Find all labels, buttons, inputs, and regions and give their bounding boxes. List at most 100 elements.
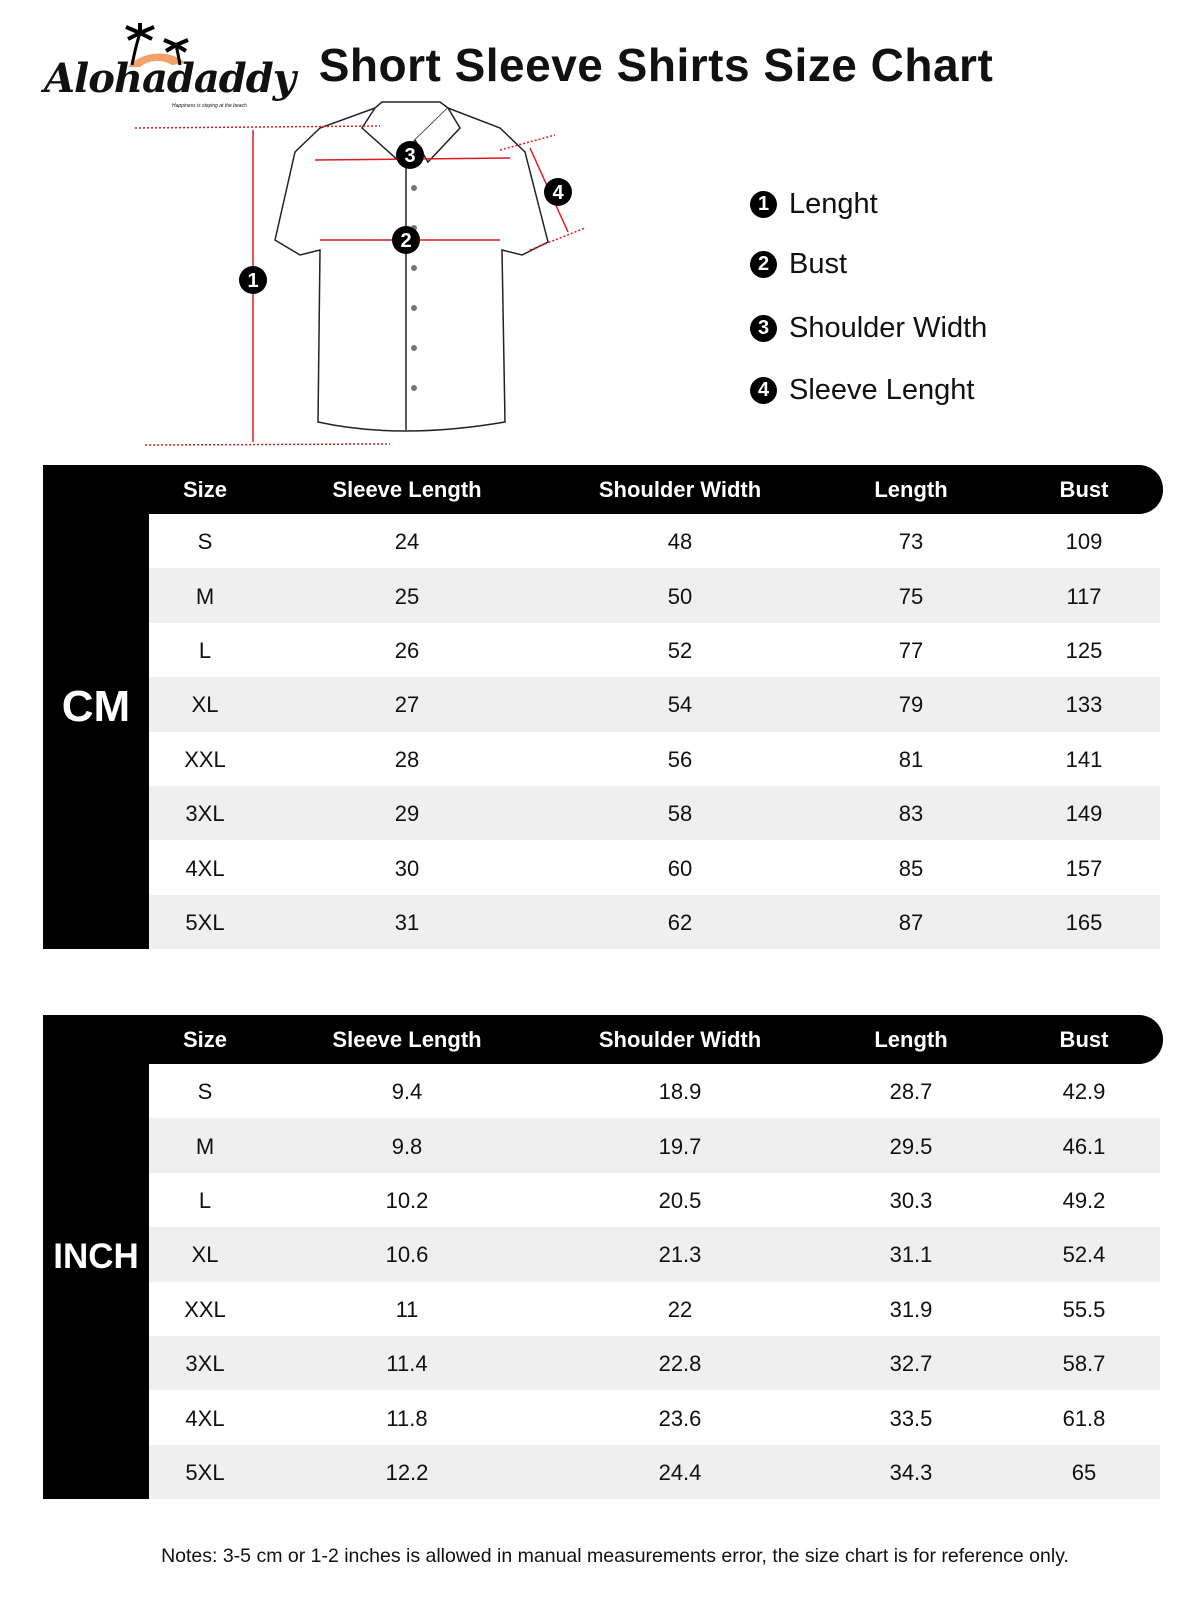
table-row: M 9.8 19.7 29.5 46.1 — [149, 1118, 1160, 1173]
table-cell: 133 — [1065, 692, 1103, 718]
legend-item: 4 Sleeve Lenght — [750, 374, 974, 407]
marker-3 — [396, 141, 424, 169]
column-header: Size — [182, 1027, 228, 1052]
legend-item: 2 Bust — [750, 248, 847, 281]
column-header: Sleeve Length — [332, 1027, 482, 1052]
table-cell: 141 — [1065, 746, 1103, 772]
column-header: Sleeve Length — [332, 477, 482, 502]
table-row: XXL 11 22 31.9 55.5 — [149, 1282, 1160, 1336]
table-row: XL 27 54 79 133 — [149, 677, 1160, 732]
legend-number: 3 — [750, 315, 777, 342]
table-cell: M — [195, 583, 215, 609]
table-cell: 11.4 — [386, 1351, 428, 1377]
table-cell: 20.5 — [658, 1187, 702, 1213]
legend-label: Bust — [789, 248, 848, 280]
table-cell: 83 — [898, 801, 924, 827]
table-cell: 65 — [1071, 1459, 1097, 1485]
marker-3-label: 3 — [404, 145, 415, 167]
table-cell: 11.8 — [386, 1405, 428, 1431]
table-cell: 28 — [394, 746, 420, 772]
size-table-cm: CM Size Sleeve Length Shoulder Width Length B… — [43, 465, 1163, 950]
legend-number: 1 — [750, 191, 777, 218]
table-row: 3XL 11.4 22.8 32.7 58.7 — [149, 1335, 1160, 1391]
table-cell: 9.8 — [391, 1133, 423, 1159]
table-cell: 87 — [898, 909, 924, 935]
legend-item: 1 Lenght — [750, 188, 878, 221]
legend-number: 4 — [750, 377, 777, 404]
table-cell: 157 — [1065, 855, 1103, 881]
marker-4-label: 4 — [552, 182, 564, 204]
table-cell: 56 — [667, 746, 693, 772]
table-cell: 55.5 — [1062, 1296, 1106, 1322]
table-cell: 77 — [898, 637, 924, 663]
table-cell: 29 — [394, 801, 420, 827]
table-cell: XL — [191, 1242, 219, 1268]
table-cell: 54 — [667, 692, 693, 718]
table-cell: 75 — [898, 583, 924, 609]
table-cell: 10.2 — [385, 1187, 429, 1213]
table-cell: 22 — [667, 1296, 693, 1322]
table-row: 4XL 30 60 85 157 — [149, 840, 1160, 894]
table-cell: 29.5 — [889, 1133, 933, 1159]
table-cell: XXL — [184, 746, 226, 772]
table-cell: 31 — [394, 909, 420, 935]
table-cell: 109 — [1065, 529, 1103, 555]
page-title: Short Sleeve Shirts Size Chart — [318, 39, 994, 91]
column-header: Bust — [1059, 477, 1109, 502]
table-header: Size Sleeve Length Shoulder Width Length Bus… — [43, 465, 1163, 514]
column-header: Shoulder Width — [598, 1027, 762, 1052]
table-row: S 9.4 18.9 28.7 42.9 — [149, 1064, 1160, 1118]
column-header: Shoulder Width — [598, 477, 762, 502]
table-cell: 58 — [667, 801, 693, 827]
table-cell: 19.7 — [658, 1133, 702, 1159]
table-cell: 46.1 — [1062, 1133, 1106, 1159]
column-header: Bust — [1059, 1027, 1109, 1052]
table-cell: 58.7 — [1062, 1351, 1106, 1377]
size-table-inch: INCH Size Sleeve Length Shoulder Width Lengt… — [43, 1015, 1163, 1500]
table-row: 3XL 29 58 83 149 — [149, 785, 1160, 841]
table-cell: M — [195, 1133, 215, 1159]
table-cell: 18.9 — [658, 1079, 702, 1105]
table-cell: 25 — [394, 583, 420, 609]
table-cell: 22.8 — [658, 1351, 702, 1377]
table-cell: 4XL — [185, 1405, 225, 1431]
table-row: S 24 48 73 109 — [149, 514, 1160, 568]
table-row: XL 10.6 21.3 31.1 52.4 — [149, 1227, 1160, 1282]
table-cell: 33.5 — [889, 1405, 933, 1431]
table-cell: 10.6 — [385, 1242, 429, 1268]
table-cell: L — [198, 1187, 212, 1213]
table-cell: 32.7 — [889, 1351, 933, 1377]
table-cell: XXL — [184, 1296, 226, 1322]
table-cell: XL — [191, 692, 219, 718]
table-cell: 117 — [1066, 583, 1102, 609]
table-cell: 26 — [394, 637, 420, 663]
table-cell: S — [197, 1079, 213, 1105]
table-row: 5XL 31 62 87 165 — [149, 894, 1160, 950]
column-header: Length — [874, 477, 948, 502]
table-cell: 11 — [395, 1296, 419, 1322]
table-row: L 26 52 77 125 — [149, 623, 1160, 677]
legend-number: 2 — [750, 251, 777, 278]
table-cell: 34.3 — [889, 1459, 933, 1485]
table-cell: 30 — [394, 855, 420, 881]
table-cell: 3XL — [185, 801, 225, 827]
table-row: XXL 28 56 81 141 — [149, 732, 1160, 786]
table-cell: 52 — [667, 637, 693, 663]
table-cell: 165 — [1065, 909, 1103, 935]
table-cell: 27 — [394, 692, 420, 718]
marker-2-label: 2 — [400, 230, 411, 252]
table-cell: 21.3 — [658, 1242, 702, 1268]
table-row: M 25 50 75 117 — [149, 568, 1160, 623]
brand-name: Alohadaddy — [44, 55, 296, 102]
table-cell: 49.2 — [1062, 1187, 1106, 1213]
table-cell: 4XL — [185, 855, 225, 881]
table-row: 5XL 12.2 24.4 34.3 65 — [149, 1444, 1160, 1500]
brand-logo: Alohadaddy Happiness is staying at the b… — [40, 15, 296, 115]
table-cell: 42.9 — [1062, 1079, 1106, 1105]
table-cell: 52.4 — [1062, 1242, 1106, 1268]
column-header: Length — [874, 1027, 948, 1052]
table-cell: 3XL — [185, 1351, 225, 1377]
table-cell: 30.3 — [889, 1187, 933, 1213]
table-cell: 60 — [667, 855, 693, 881]
notes: Notes: 3-5 cm or 1-2 inches is allowed i… — [161, 1545, 1069, 1567]
